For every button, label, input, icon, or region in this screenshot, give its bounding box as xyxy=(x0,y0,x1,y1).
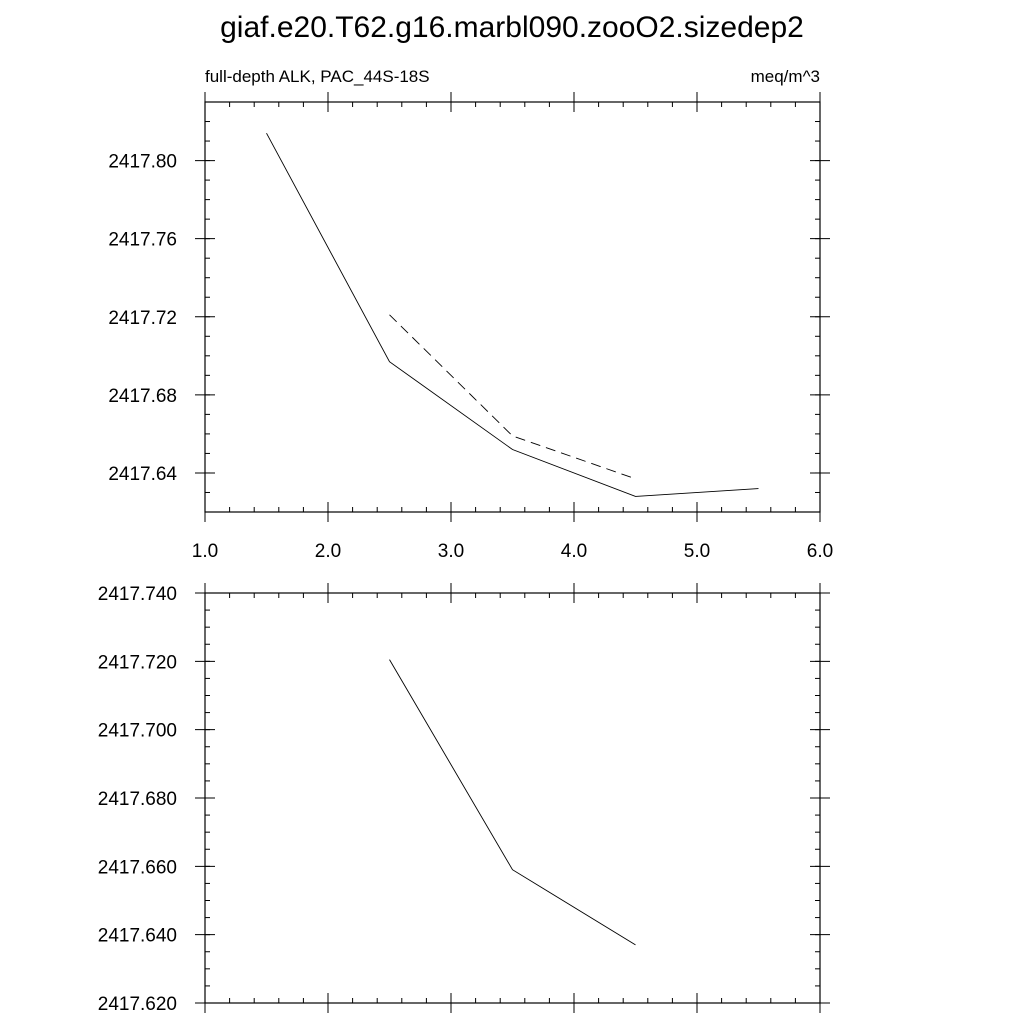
y-tick-label: 2417.72 xyxy=(108,308,177,329)
top-panel: full-depth ALK, PAC_44S-18S meq/m^3 2417… xyxy=(108,67,833,562)
y-tick-label: 2417.620 xyxy=(98,994,177,1015)
x-tick-label: 3.0 xyxy=(438,541,464,562)
figure-title: giaf.e20.T62.g16.marbl090.zooO2.sizedep2 xyxy=(220,11,804,44)
bottom-panel-frame xyxy=(204,592,821,1004)
top-panel-units-label: meq/m^3 xyxy=(751,67,820,86)
y-tick-label: 2417.680 xyxy=(98,789,177,810)
top-panel-variable-label: full-depth ALK, PAC_44S-18S xyxy=(205,67,430,86)
x-tick-label: 2.0 xyxy=(315,541,341,562)
top-series-solid-line xyxy=(266,132,759,497)
y-tick-label: 2417.700 xyxy=(98,721,177,742)
bottom-series-solid-line xyxy=(389,659,636,946)
y-tick-label: 2417.720 xyxy=(98,652,177,673)
top-panel-ticks xyxy=(195,92,830,522)
y-tick-label: 2417.64 xyxy=(108,464,177,485)
top-panel-series xyxy=(266,132,759,497)
top-panel-frame xyxy=(204,101,821,513)
y-tick-label: 2417.640 xyxy=(98,926,177,947)
bottom-panel-tick-labels: 2417.620 2417.640 2417.660 2417.680 2417.700… xyxy=(98,584,177,1015)
x-tick-label: 1.0 xyxy=(192,541,218,562)
y-tick-label: 2417.76 xyxy=(108,230,177,251)
bottom-panel: 2417.620 2417.640 2417.660 2417.680 2417.700… xyxy=(98,583,830,1015)
y-tick-label: 2417.68 xyxy=(108,386,177,407)
top-panel-tick-labels: 2417.64 2417.68 2417.72 2417.76 2417.80 1.0 2.… xyxy=(108,152,833,562)
x-tick-label: 4.0 xyxy=(561,541,587,562)
y-tick-label: 2417.660 xyxy=(98,857,177,878)
x-tick-label: 6.0 xyxy=(807,541,833,562)
x-tick-label: 5.0 xyxy=(684,541,710,562)
bottom-panel-ticks xyxy=(195,583,830,1013)
y-tick-label: 2417.80 xyxy=(108,152,177,173)
bottom-panel-series xyxy=(389,659,636,946)
top-series-dashed-line xyxy=(389,314,636,480)
y-tick-label: 2417.740 xyxy=(98,584,177,605)
